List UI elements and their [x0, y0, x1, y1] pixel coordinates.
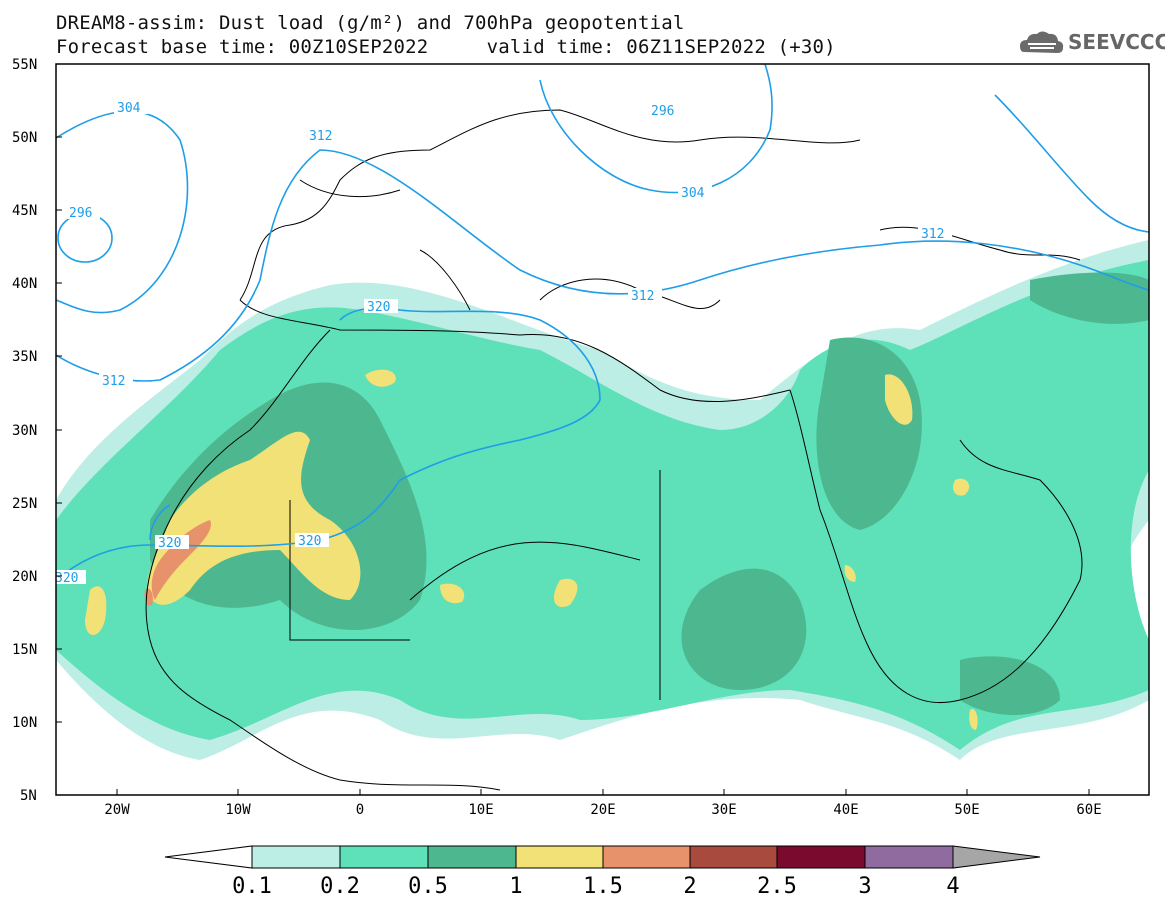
dust-band-0_5-sudan	[681, 568, 807, 690]
lat-label: 45N	[12, 203, 37, 219]
chart-title-line2: Forecast base time: 00Z10SEP2022 valid t…	[56, 36, 836, 58]
dust-band-1-redsea	[844, 565, 856, 582]
colorbar-high-arrow	[952, 845, 1041, 869]
contour-label: 312	[102, 374, 125, 389]
lat-label: 55N	[12, 57, 37, 73]
contour-label: 312	[921, 227, 944, 242]
colorbar-label: 2.5	[757, 874, 797, 899]
contour-label: 304	[117, 101, 141, 116]
lon-label: 50E	[954, 802, 979, 818]
contour-label: 304	[681, 186, 705, 201]
colorbar	[164, 845, 1041, 869]
colorbar-label: 4	[946, 874, 959, 899]
dust-band-1-iraq	[885, 374, 913, 425]
dust-band-1-niger	[440, 583, 465, 604]
colorbar-label: 3	[858, 874, 871, 899]
lon-label: 20W	[104, 802, 130, 818]
colorbar-label: 0.5	[408, 874, 448, 899]
colorbar-labels: 0.1 0.2 0.5 1 1.5 2 2.5 3 4	[232, 874, 960, 899]
lat-label: 5N	[20, 788, 37, 804]
contour-label: 312	[309, 129, 332, 144]
dust-band-1-yemen	[969, 709, 978, 730]
contour-label: 296	[651, 104, 674, 119]
lat-label: 50N	[12, 130, 37, 146]
lat-label: 30N	[12, 423, 37, 439]
lon-label: 60E	[1076, 802, 1101, 818]
lon-labels: 20W 10W 0 10E 20E 30E 40E 50E 60E	[104, 802, 1101, 818]
lon-label: 40E	[833, 802, 858, 818]
lon-label: 0	[356, 802, 364, 818]
colorbar-label: 1.5	[583, 874, 623, 899]
dust-band-1-algeria	[365, 369, 396, 387]
colorbar-label: 0.1	[232, 874, 272, 899]
lon-label: 10E	[468, 802, 493, 818]
colorbar-swatch	[776, 845, 866, 869]
lon-label: 30E	[711, 802, 736, 818]
lat-label: 35N	[12, 349, 37, 365]
contour-labels: 304 296 296 312 312 304 312 312 320 320 …	[52, 100, 952, 586]
colorbar-swatch	[251, 845, 341, 869]
dust-band-1-coast	[85, 586, 107, 635]
contour-label: 320	[298, 534, 321, 549]
lat-label: 10N	[12, 715, 37, 731]
lat-axis	[56, 63, 62, 796]
colorbar-low-arrow	[164, 845, 253, 869]
dust-band-1-sahara	[147, 431, 361, 605]
lon-label: 20E	[590, 802, 615, 818]
cloud-icon	[1020, 31, 1064, 53]
colorbar-label: 1	[509, 874, 522, 899]
colorbar-swatch	[689, 845, 778, 869]
dust-band-1-chad	[553, 578, 578, 608]
colorbar-swatch	[427, 845, 517, 869]
lat-label: 40N	[12, 276, 37, 292]
colorbar-swatch	[864, 845, 954, 869]
colorbar-swatch	[339, 845, 429, 869]
contour-label: 320	[55, 571, 78, 586]
dust-band-0_5-caspian	[1030, 272, 1149, 324]
contour-label: 320	[367, 300, 390, 315]
dust-band-0_5-gulf	[960, 656, 1060, 715]
contour-label: 312	[631, 289, 654, 304]
lat-label: 20N	[12, 569, 37, 585]
lon-label: 10W	[225, 802, 251, 818]
logo-text: SEEVCCC	[1068, 30, 1165, 54]
dust-band-1_5	[151, 520, 211, 600]
chart-title-line1: DREAM8-assim: Dust load (g/m²) and 700hP…	[56, 12, 685, 34]
colorbar-label: 0.2	[320, 874, 360, 899]
colorbar-swatch	[602, 845, 691, 869]
colorbar-label: 2	[683, 874, 696, 899]
contour-label: 320	[158, 536, 181, 551]
dust-band-1-qatar	[953, 478, 970, 496]
lat-label: 15N	[12, 642, 37, 658]
colorbar-swatch	[515, 845, 604, 869]
lat-label: 25N	[12, 496, 37, 512]
contour-label: 296	[69, 206, 92, 221]
lon-axis	[116, 789, 1090, 795]
lat-labels: 55N 50N 45N 40N 35N 30N 25N 20N 15N 10N …	[12, 57, 37, 804]
dust-fields	[56, 240, 1149, 760]
